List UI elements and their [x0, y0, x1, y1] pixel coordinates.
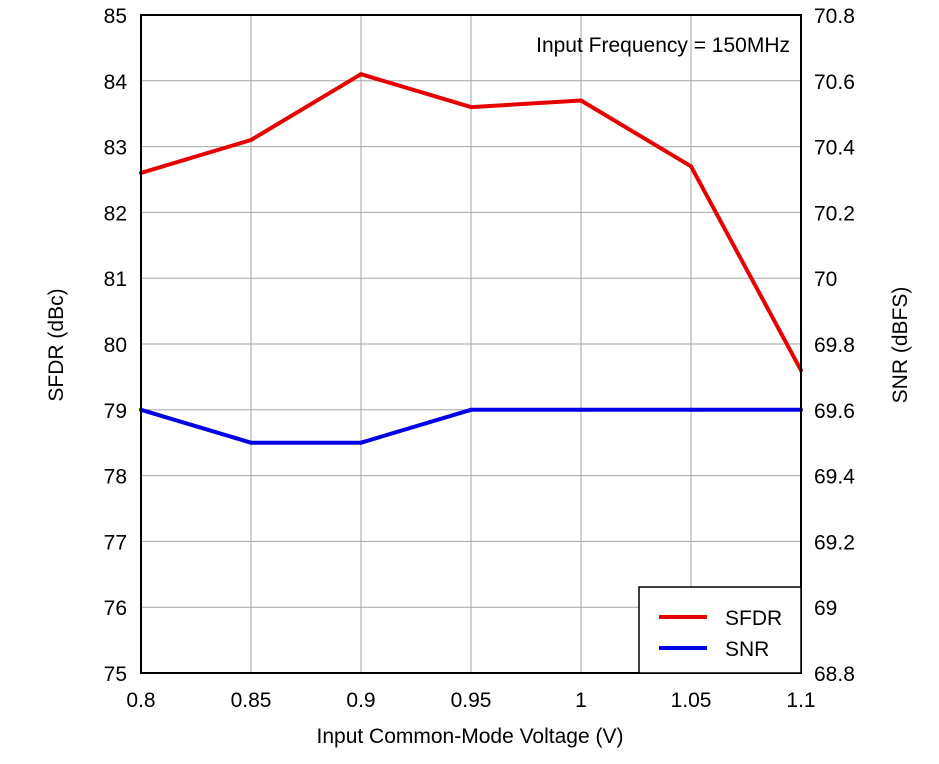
- data-point-snr: [359, 440, 363, 445]
- y-right-tick-label: 69.4: [814, 466, 855, 489]
- data-point-sfdr: [469, 105, 473, 110]
- x-tick-label: 1.05: [671, 689, 712, 712]
- data-point-sfdr: [579, 98, 583, 103]
- x-tick-label: 1.1: [786, 689, 815, 712]
- y-left-tick-labels: 75 76 77 78 79 80 81 82 83 84 85: [104, 5, 128, 686]
- data-point-sfdr: [359, 72, 363, 77]
- y-left-tick-label: 81: [104, 268, 127, 291]
- data-point-sfdr: [249, 138, 253, 142]
- x-tick-label: 0.8: [126, 689, 155, 712]
- x-tick-label: 1: [575, 689, 587, 712]
- y-right-tick-labels: 68.8 69 69.2 69.4 69.6 69.8 70 70.2 70.4 70.6 70.8: [814, 5, 855, 686]
- y-left-tick-label: 84: [104, 71, 128, 94]
- data-point-sfdr: [689, 164, 693, 169]
- y-left-tick-label: 80: [104, 334, 127, 357]
- legend-label-snr: SNR: [725, 638, 769, 661]
- y-left-tick-label: 83: [104, 137, 127, 160]
- y-right-tick-label: 69.8: [814, 334, 855, 357]
- data-point-snr: [689, 407, 693, 412]
- y-right-tick-label: 69: [814, 597, 837, 620]
- x-tick-label: 0.85: [231, 689, 272, 712]
- data-point-snr: [469, 407, 473, 412]
- x-tick-label: 0.9: [346, 689, 375, 712]
- legend-label-sfdr: SFDR: [725, 607, 782, 630]
- y-left-tick-label: 85: [104, 5, 127, 28]
- y-right-axis-title: SNR (dBFS): [889, 287, 912, 404]
- grid: [141, 15, 801, 673]
- y-right-tick-label: 70.4: [814, 137, 855, 160]
- x-tick-label: 0.95: [451, 689, 492, 712]
- y-right-tick-label: 70.6: [814, 71, 855, 94]
- y-left-axis-title: SFDR (dBc): [45, 288, 68, 401]
- plot-frame: [140, 14, 802, 674]
- y-right-tick-label: 70: [814, 268, 837, 291]
- y-left-tick-label: 75: [104, 663, 127, 686]
- y-right-tick-label: 68.8: [814, 663, 855, 686]
- y-left-tick-label: 82: [104, 202, 127, 225]
- x-axis-title: Input Common-Mode Voltage (V): [317, 725, 624, 748]
- y-right-tick-label: 69.2: [814, 531, 855, 554]
- annotation-text: Input Frequency = 150MHz: [536, 34, 790, 57]
- y-left-tick-label: 79: [104, 400, 127, 423]
- y-left-tick-label: 78: [104, 466, 127, 489]
- y-right-tick-label: 70.8: [814, 5, 855, 28]
- data-point-snr: [579, 407, 583, 412]
- y-left-tick-label: 77: [104, 531, 127, 554]
- x-tick-labels: 0.8 0.85 0.9 0.95 1 1.05 1.1: [126, 689, 815, 712]
- legend: SFDR SNR: [638, 586, 802, 674]
- y-left-tick-label: 76: [104, 597, 127, 620]
- data-point-snr: [249, 440, 253, 445]
- y-right-tick-label: 70.2: [814, 202, 855, 225]
- y-right-tick-label: 69.6: [814, 400, 855, 423]
- legend-box: [638, 586, 802, 674]
